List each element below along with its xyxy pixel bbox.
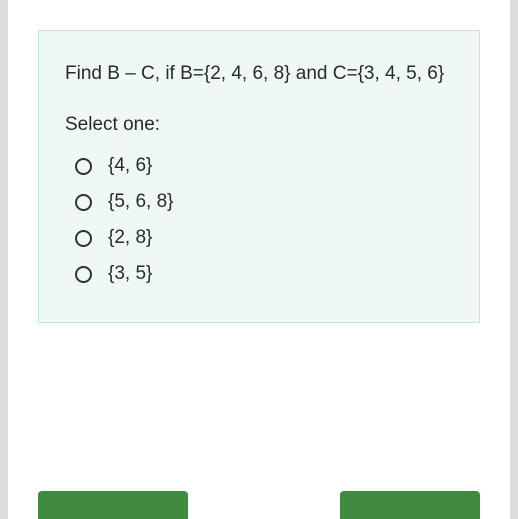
radio-icon xyxy=(75,158,92,175)
select-one-label: Select one: xyxy=(65,114,453,136)
option-1[interactable]: {5, 6, 8} xyxy=(65,184,453,220)
radio-icon xyxy=(75,230,92,247)
option-3[interactable]: {3, 5} xyxy=(65,256,453,292)
radio-icon xyxy=(75,266,92,283)
nav-buttons xyxy=(38,491,480,519)
radio-icon xyxy=(75,194,92,211)
option-label: {3, 5} xyxy=(108,263,152,285)
option-label: {4, 6} xyxy=(108,155,152,177)
content-area: Find B – C, if B={2, 4, 6, 8} and C={3, … xyxy=(0,0,518,323)
next-button[interactable] xyxy=(340,491,480,519)
page-edge-left xyxy=(0,0,8,519)
question-text: Find B – C, if B={2, 4, 6, 8} and C={3, … xyxy=(65,59,453,88)
option-2[interactable]: {2, 8} xyxy=(65,220,453,256)
previous-button[interactable] xyxy=(38,491,188,519)
question-box: Find B – C, if B={2, 4, 6, 8} and C={3, … xyxy=(38,30,480,323)
option-0[interactable]: {4, 6} xyxy=(65,148,453,184)
option-label: {2, 8} xyxy=(108,227,152,249)
page-edge-right xyxy=(510,0,518,519)
option-label: {5, 6, 8} xyxy=(108,191,174,213)
